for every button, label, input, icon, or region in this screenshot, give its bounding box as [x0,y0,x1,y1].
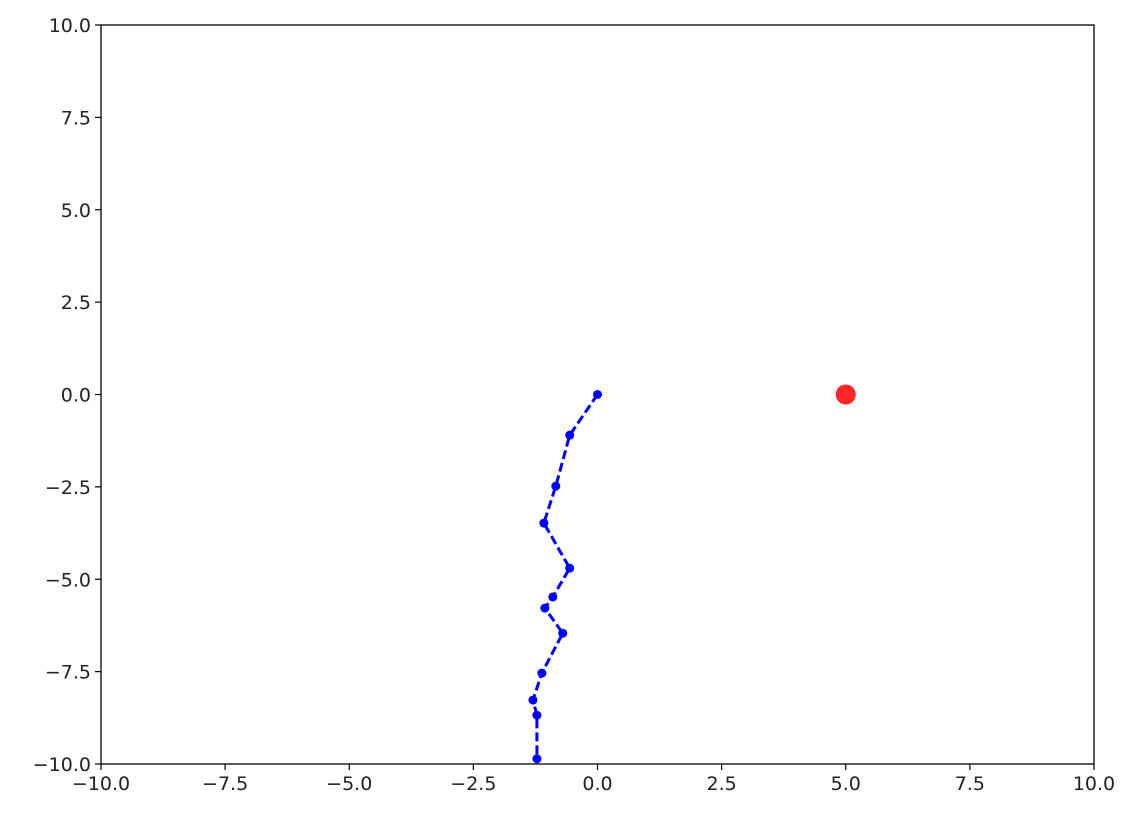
path-point [565,430,575,440]
path-point [537,668,547,678]
x-tick-label: 2.5 [707,773,737,795]
target-point [835,384,856,405]
y-tick-label: −10.0 [33,754,91,776]
path-point [551,481,561,491]
path-point [548,592,558,602]
x-tick-label: −5.0 [326,773,372,795]
path-point [532,710,542,720]
path-line [531,393,599,759]
x-tick-label: −10.0 [72,773,130,795]
path-point [540,603,550,613]
x-tick-label: 0.0 [582,773,612,795]
path-point [558,628,568,638]
path-point [593,390,602,399]
x-tick-label: 10.0 [1073,773,1115,795]
x-tick-label: 5.0 [831,773,861,795]
x-tick-label: 7.5 [955,773,985,795]
y-tick-label: −5.0 [45,569,91,591]
path-point [565,563,575,573]
y-tick-label: −2.5 [45,477,91,499]
y-tick-label: 5.0 [61,200,91,222]
y-tick-label: 10.0 [49,15,91,37]
y-tick-label: 7.5 [61,107,91,129]
x-tick-label: −7.5 [202,773,248,795]
x-tick-label: −2.5 [450,773,496,795]
y-tick-label: 2.5 [61,292,91,314]
y-tick-label: 0.0 [61,385,91,407]
path-point [528,695,538,705]
path-point [532,754,542,764]
y-tick-label: −7.5 [45,662,91,684]
path-point [539,518,549,528]
